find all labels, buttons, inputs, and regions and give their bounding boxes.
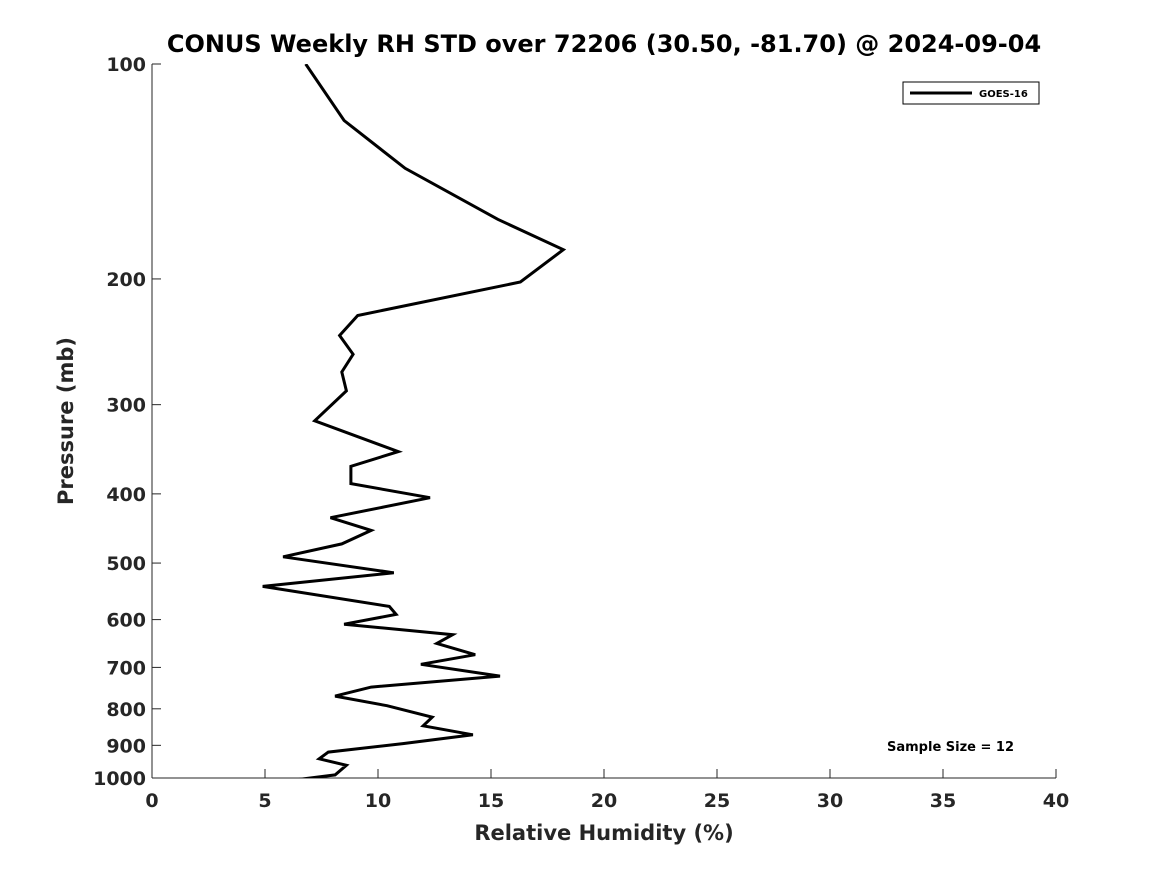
x-tick-label: 30 [817, 790, 843, 812]
y-tick-label: 300 [106, 395, 146, 417]
legend-label: GOES-16 [979, 89, 1028, 100]
y-tick-label: 500 [106, 553, 146, 575]
sample-size-annotation: Sample Size = 12 [887, 740, 1014, 755]
y-tick-label: 600 [106, 610, 146, 632]
y-tick-label: 900 [106, 735, 146, 757]
x-tick-label: 5 [258, 790, 271, 812]
x-tick-label: 15 [478, 790, 504, 812]
legend: GOES-16 [902, 81, 1040, 105]
y-axis-label: Pressure (mb) [54, 337, 78, 505]
x-tick-label: 25 [704, 790, 730, 812]
x-tick-label: 40 [1043, 790, 1069, 812]
x-tick-label: 35 [930, 790, 956, 812]
y-tick-label: 700 [106, 657, 146, 679]
x-tick-label: 10 [365, 790, 391, 812]
x-tick-label: 20 [591, 790, 617, 812]
y-tick-label: 800 [106, 699, 146, 721]
y-tick-label: 200 [106, 269, 146, 291]
y-axis: 100 200 300 400 500 600 700 800 900 1000 [93, 54, 161, 790]
plot-area [152, 64, 1056, 778]
series-layer [262, 64, 567, 778]
y-tick-label: 400 [106, 484, 146, 506]
x-axis-label: Relative Humidity (%) [474, 821, 733, 845]
y-tick-label: 100 [106, 54, 146, 76]
x-tick-label: 0 [145, 790, 158, 812]
y-tick-label: 1000 [93, 768, 146, 790]
chart-title: CONUS Weekly RH STD over 72206 (30.50, -… [167, 30, 1041, 58]
series-line-goes-16 [262, 64, 567, 778]
